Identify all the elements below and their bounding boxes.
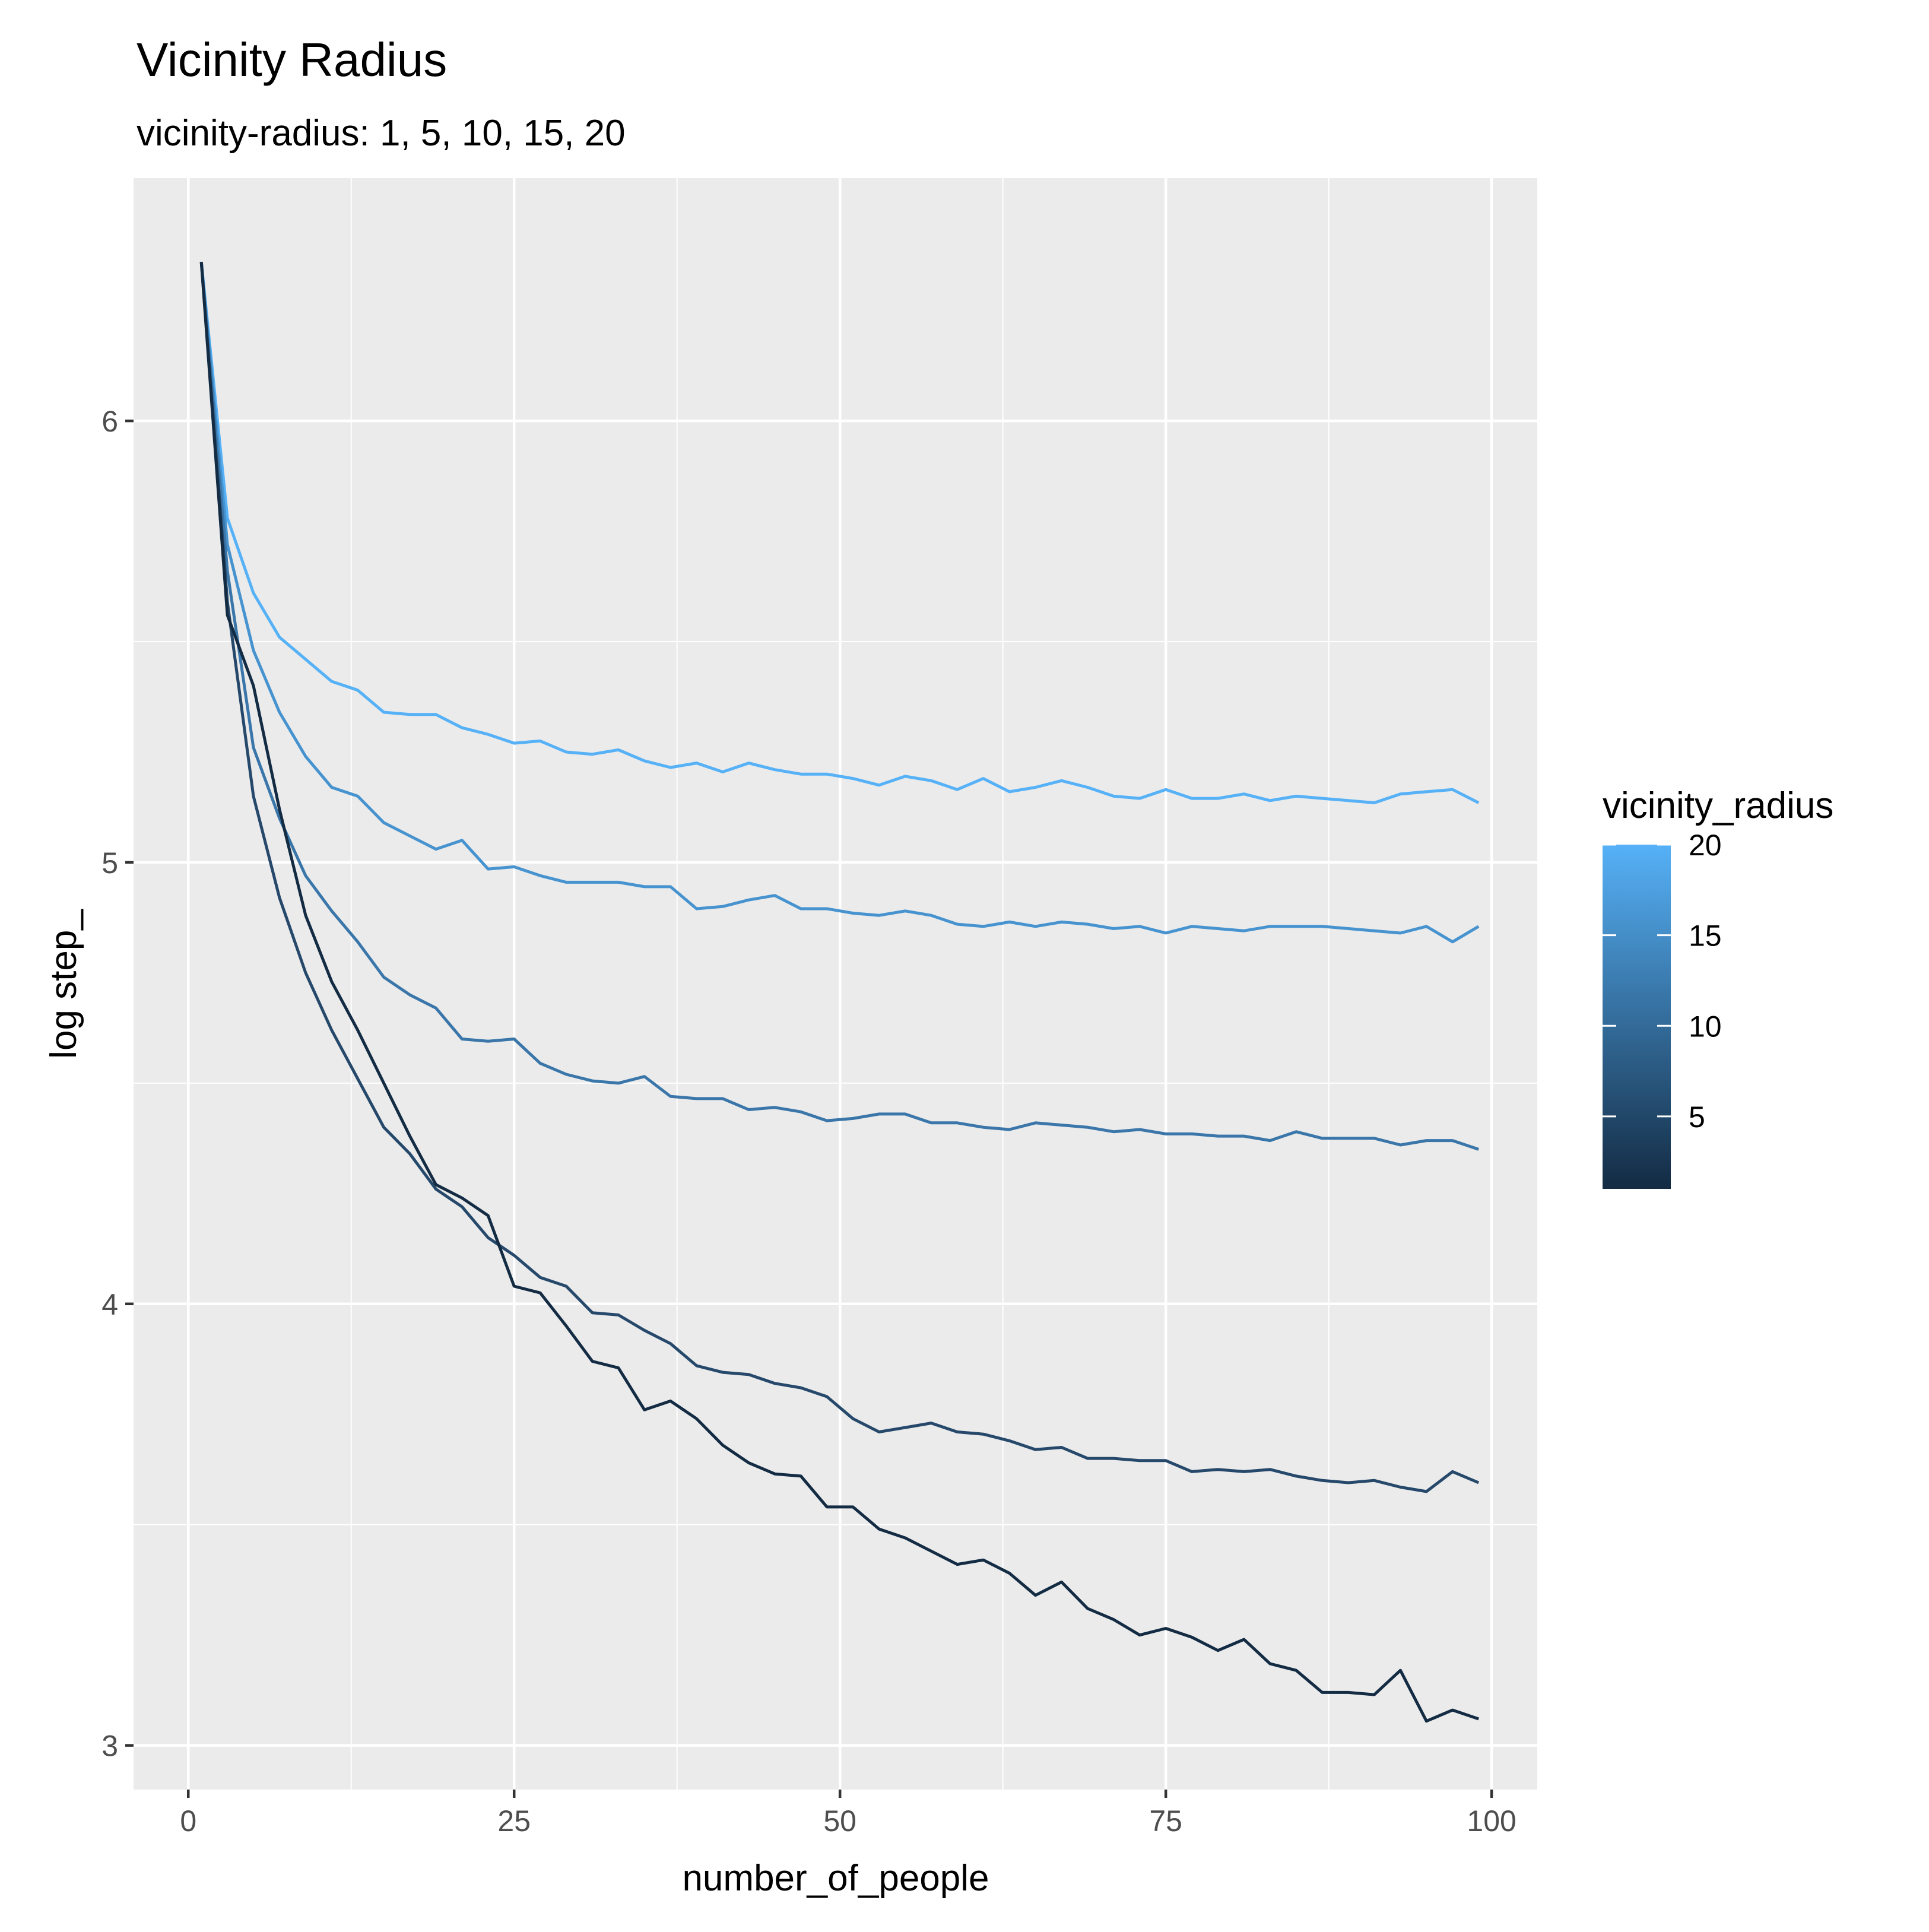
y-tick-label: 4: [101, 1288, 118, 1321]
series-line-radius-15: [199, 262, 1480, 944]
y-axis-label: log step_: [43, 909, 84, 1059]
legend-colorbar: [1603, 845, 1671, 1189]
series-line-radius-10: [199, 262, 1479, 1151]
x-tick-label: 0: [180, 1804, 196, 1838]
chart-subtitle: vicinity-radius: 1, 5, 10, 15, 20: [137, 113, 626, 154]
legend-ticks: 20 15 10 5: [1603, 829, 1722, 1134]
x-tick-label: 100: [1467, 1804, 1516, 1838]
grid-minor: [134, 178, 1537, 1790]
x-tick-label: 25: [497, 1804, 531, 1838]
x-axis: 0 25 50 75 100: [180, 1790, 1516, 1838]
y-axis: 3 4 5 6: [101, 405, 134, 1763]
series-lines: [199, 262, 1480, 1723]
y-tick-label: 3: [101, 1730, 118, 1763]
series-line-radius-1: [199, 262, 1480, 1723]
series-line-radius-20: [199, 262, 1480, 804]
legend-tick-label: 15: [1689, 919, 1722, 953]
plot-panel: [134, 178, 1537, 1790]
x-tick-label: 75: [1149, 1804, 1182, 1838]
y-tick-label: 5: [101, 846, 118, 880]
chart-title: Vicinity Radius: [137, 33, 447, 86]
legend-tick-label: 10: [1689, 1010, 1722, 1043]
grid-major: [134, 178, 1537, 1790]
legend-tick-label: 5: [1689, 1100, 1705, 1134]
x-tick-label: 50: [823, 1804, 856, 1838]
y-tick-label: 6: [101, 405, 118, 438]
legend-tick-label: 20: [1689, 829, 1722, 862]
x-axis-label: number_of_people: [682, 1858, 989, 1899]
legend-title: vicinity_radius: [1603, 785, 1833, 826]
series-line-radius-5: [199, 262, 1480, 1493]
legend: vicinity_radius 20 15 10 5: [1603, 785, 1833, 1189]
